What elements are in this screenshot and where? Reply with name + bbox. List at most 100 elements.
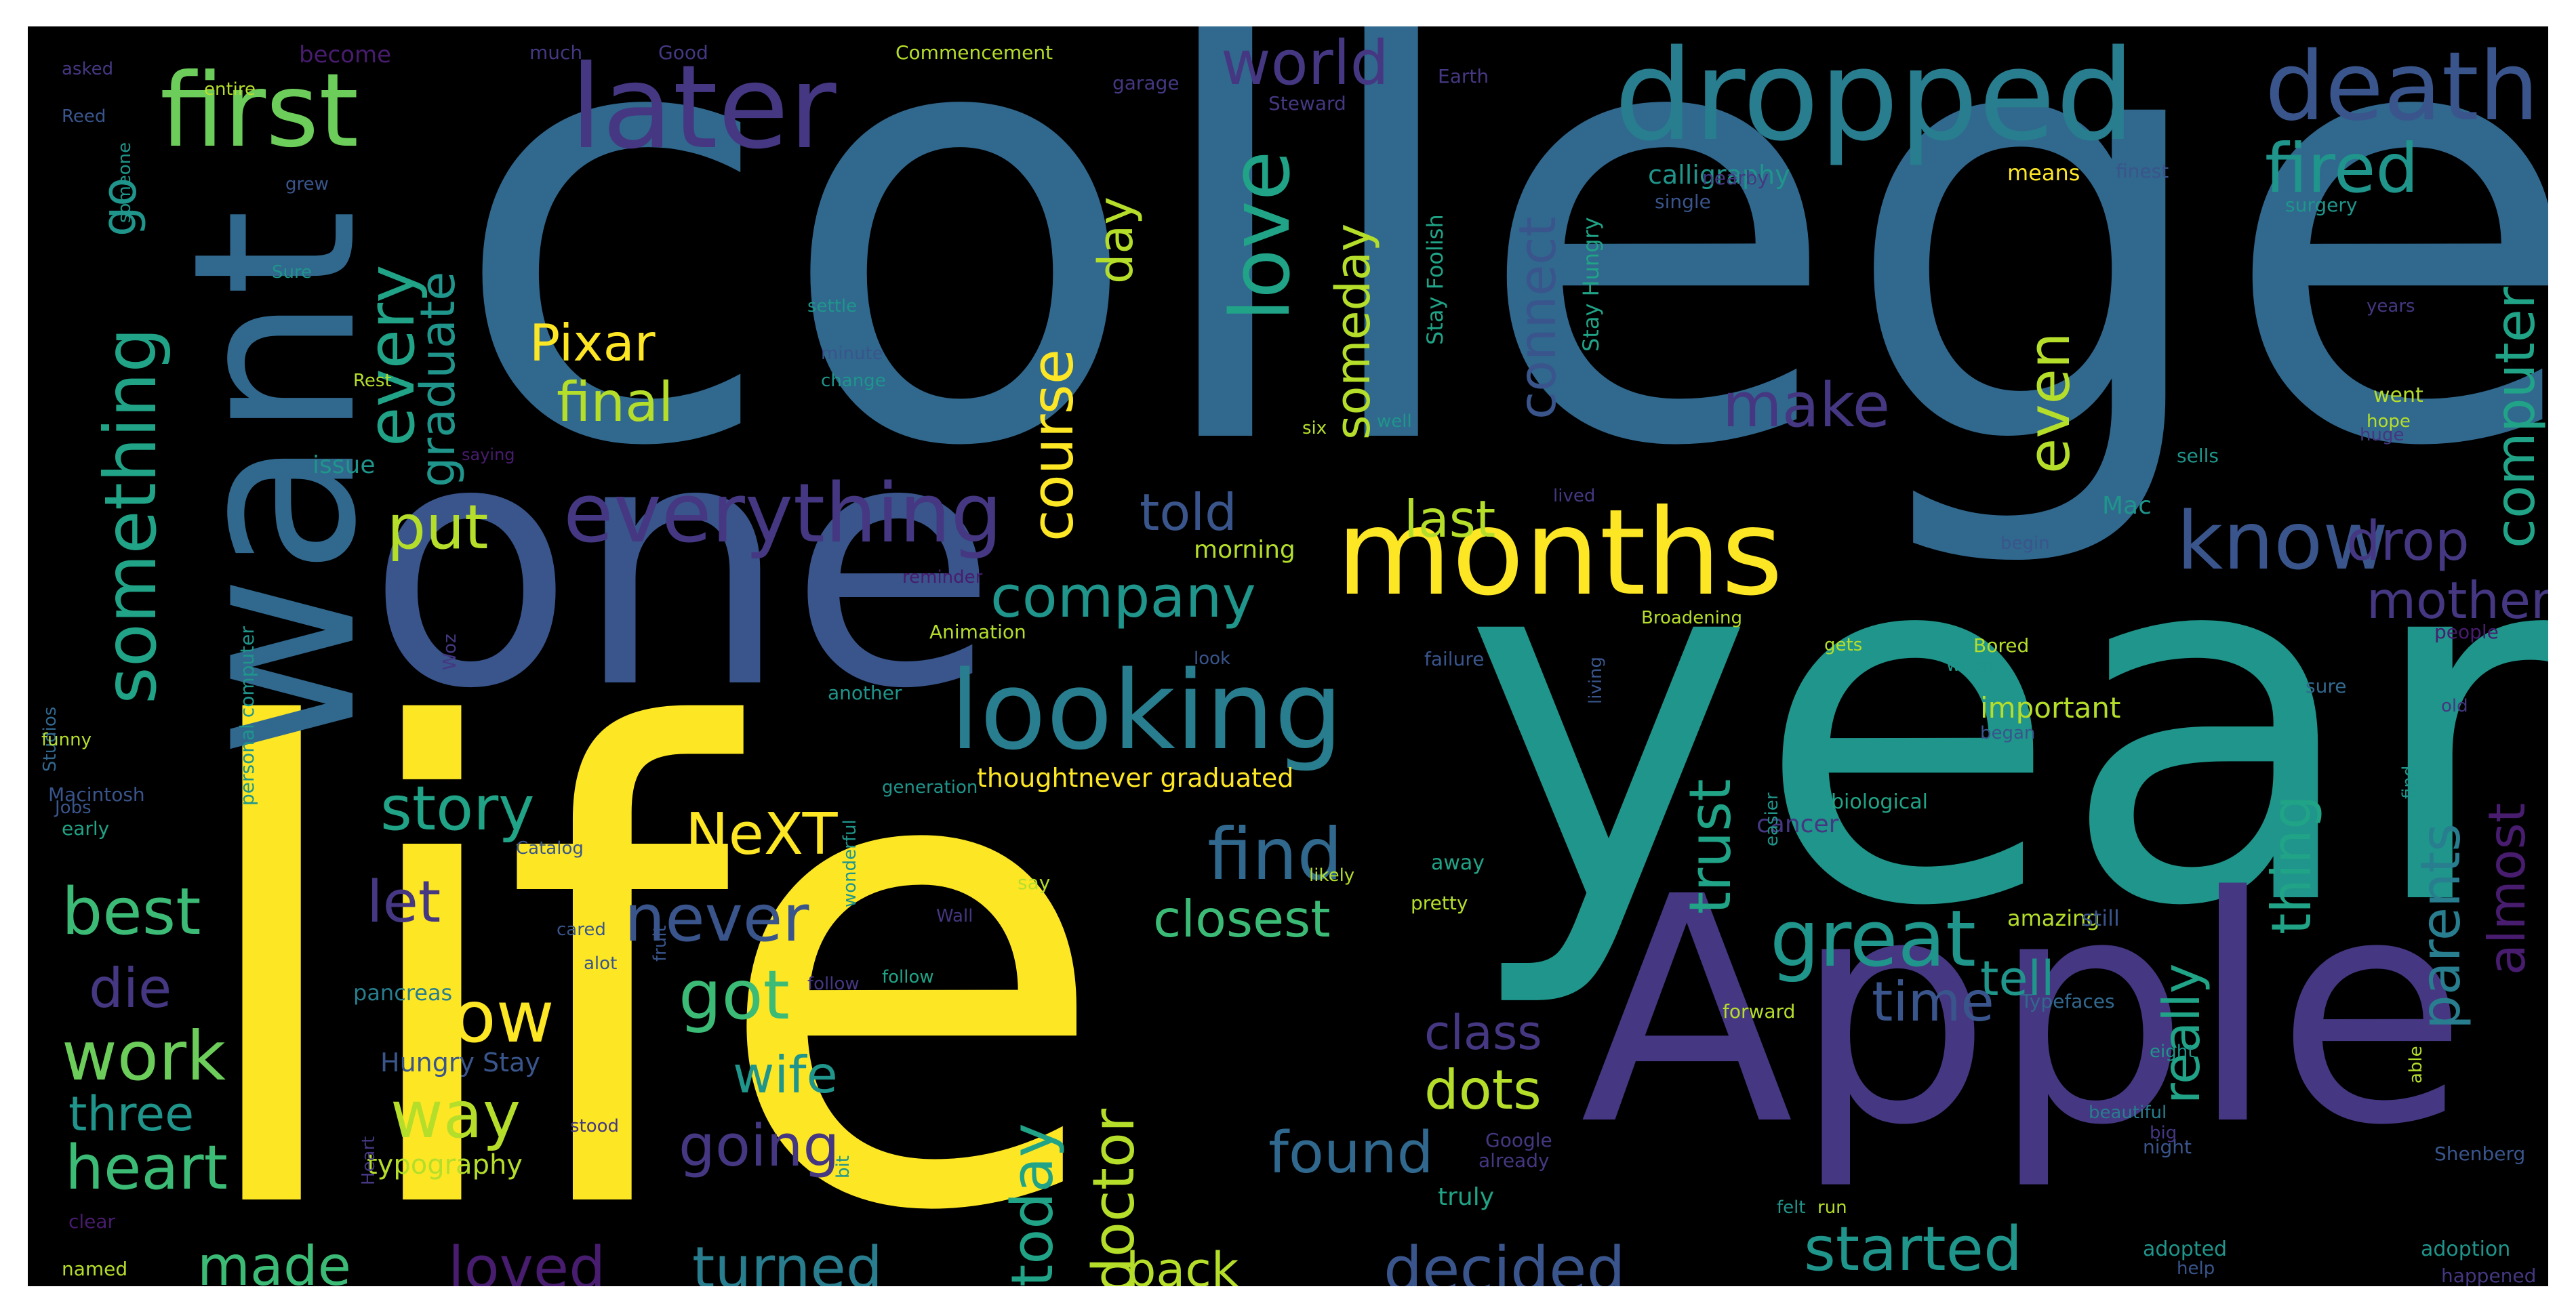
word: never — [624, 882, 809, 956]
word: told — [1140, 483, 1237, 542]
word: typography — [367, 1149, 523, 1180]
word: Google — [1485, 1129, 1552, 1151]
word: truly — [1438, 1183, 1495, 1211]
word: Heart — [359, 1136, 379, 1185]
word: really — [2152, 963, 2211, 1104]
word: thoughtnever graduated — [977, 763, 1294, 793]
word: reminder — [902, 567, 983, 588]
word: find — [2399, 765, 2419, 799]
word: people — [2434, 621, 2499, 643]
word: named — [62, 1258, 128, 1280]
word: Apple — [1580, 831, 2468, 1193]
word: living — [1586, 656, 1606, 704]
word: last — [1404, 489, 1496, 549]
word: graduate — [410, 271, 466, 487]
word: hope — [2367, 411, 2411, 432]
word: happened — [2441, 1265, 2537, 1286]
word: dots — [1424, 1059, 1542, 1122]
word: Hungry Stay — [380, 1048, 540, 1077]
word: away — [1431, 851, 1485, 875]
word: Earth — [1438, 65, 1489, 87]
word: old — [2441, 696, 2468, 716]
word: change — [821, 371, 886, 391]
word: trust — [1677, 779, 1744, 914]
word: want — [145, 209, 405, 758]
word: fruit — [650, 925, 670, 962]
word: saying — [462, 445, 515, 464]
word: help — [2177, 1258, 2215, 1279]
word: funny — [41, 730, 92, 750]
word: beautiful — [2089, 1103, 2167, 1123]
word: night — [2143, 1136, 2192, 1158]
word: forward — [1723, 1000, 1796, 1023]
word: know — [2177, 494, 2388, 588]
word: Steward — [1268, 92, 1346, 115]
word: three — [68, 1086, 195, 1142]
word: first — [160, 52, 359, 170]
word: morning — [1194, 536, 1295, 564]
word: went — [2373, 384, 2423, 407]
word: everything — [563, 467, 1003, 561]
word: well — [1377, 411, 1412, 432]
word: cancer — [1756, 810, 1839, 838]
word: months — [1336, 485, 1784, 622]
word: day — [1088, 197, 1144, 284]
word: Animation — [929, 621, 1026, 643]
word: failure — [1424, 648, 1485, 670]
word: Stay Hungry — [1578, 217, 1604, 352]
word: connect — [1508, 217, 1567, 419]
word: closest — [1153, 889, 1331, 949]
word: nearby — [1702, 167, 1769, 189]
word: find — [1207, 813, 1343, 896]
word: going — [679, 1113, 840, 1180]
word: means — [2007, 160, 2080, 186]
word: started — [1804, 1214, 2023, 1285]
word: put — [387, 492, 489, 563]
word: lived — [1553, 486, 1596, 506]
word: cared — [557, 920, 606, 940]
word: Bored — [1973, 634, 2030, 657]
word: story — [380, 773, 535, 844]
word: found — [1268, 1120, 1434, 1187]
word: alot — [584, 953, 618, 974]
word: biological — [1831, 790, 1929, 814]
word: much — [529, 41, 583, 64]
word: Mac — [2102, 492, 2152, 520]
word: work — [62, 1017, 226, 1096]
word: another — [828, 682, 902, 704]
word: pancreas — [353, 980, 453, 1006]
word: wonderful — [840, 819, 860, 907]
word: Good — [658, 41, 708, 64]
word: become — [299, 41, 392, 68]
word: now — [407, 976, 555, 1059]
word: generation — [882, 777, 978, 798]
word: follow — [882, 967, 934, 987]
word: someday — [1325, 223, 1381, 440]
word: amazing — [2007, 905, 2100, 931]
word: adoption — [2421, 1237, 2511, 1261]
word: Wall — [936, 906, 973, 926]
word: company — [990, 564, 1256, 631]
word: heart — [65, 1132, 228, 1204]
word: still — [2082, 905, 2120, 931]
word: issue — [313, 451, 376, 479]
word: big — [2150, 1123, 2177, 1143]
word: make — [1723, 370, 1891, 441]
word: able — [2406, 1046, 2426, 1084]
word: surgery — [2285, 194, 2358, 216]
word: eight — [2150, 1042, 2195, 1062]
word: drop — [2346, 510, 2470, 573]
word: gets — [1824, 635, 1863, 655]
word: run — [1817, 1197, 1847, 1218]
word: later — [570, 41, 837, 175]
word: stood — [570, 1116, 620, 1136]
word: tell — [1980, 951, 2055, 1006]
word: thing — [2260, 795, 2323, 935]
word: death — [2265, 32, 2539, 142]
word: finest — [2116, 160, 2169, 182]
word: grew — [285, 174, 329, 194]
word: wife — [733, 1045, 838, 1105]
word: class — [1424, 1005, 1542, 1061]
word: looking — [950, 647, 1344, 774]
word: die — [89, 957, 172, 1020]
